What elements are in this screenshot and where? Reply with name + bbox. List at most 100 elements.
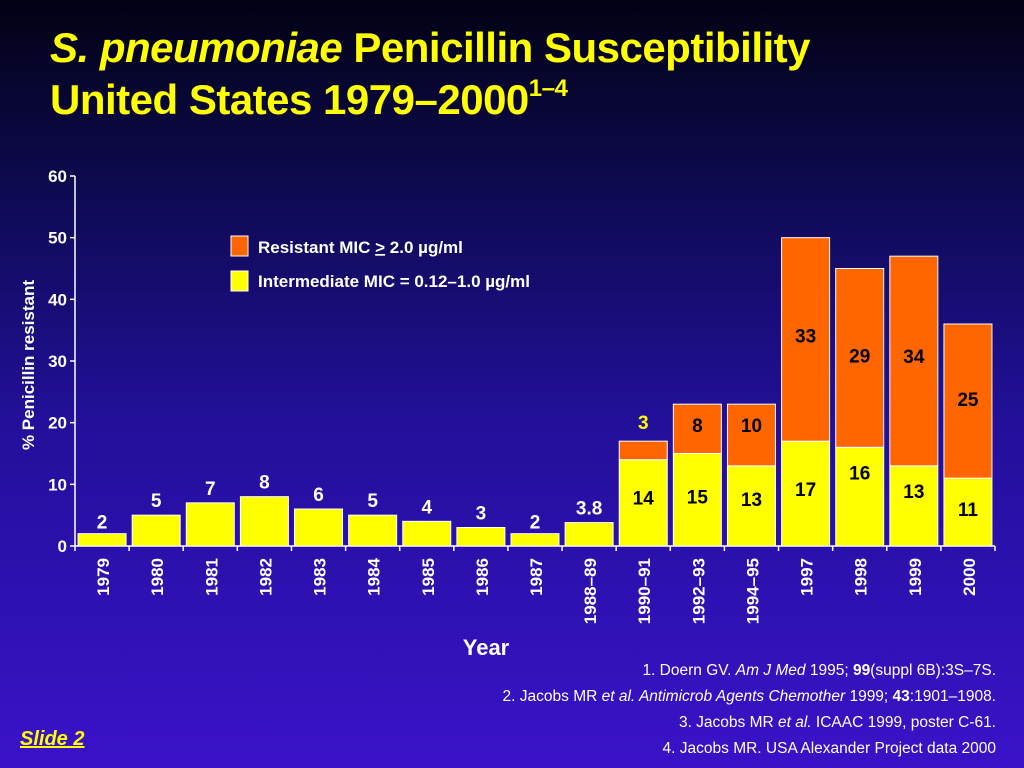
x-tick-label: 1988–89 — [581, 558, 600, 624]
ref-2-mid: 1999; — [845, 688, 893, 705]
x-tick-label: 1997 — [798, 558, 817, 596]
reference-4: 4. Jacobs MR. USA Alexander Project data… — [503, 736, 996, 762]
reference-1: 1. Doern GV. Am J Med 1995; 99(suppl 6B)… — [503, 658, 996, 684]
ref-1-volume: 99 — [852, 662, 871, 679]
legend-swatch-resistant — [230, 235, 249, 257]
ref-2-journal: et al. Antimicrob Agents Chemother — [601, 688, 846, 705]
data-label-resistant: 8 — [692, 416, 703, 437]
y-tick-label: 0 — [58, 537, 67, 556]
data-label-intermediate: 4 — [421, 497, 432, 518]
bar-intermediate — [618, 459, 668, 547]
bar-resistant — [943, 323, 993, 479]
x-tick-label: 1981 — [202, 558, 221, 596]
data-label-intermediate: 5 — [367, 491, 378, 512]
y-tick-label: 60 — [48, 167, 67, 186]
legend-swatch-intermediate — [230, 270, 249, 292]
x-tick-label: 1998 — [852, 558, 871, 596]
x-tick-label: 1979 — [94, 558, 113, 596]
x-tick-label: 1982 — [256, 558, 275, 596]
bar-intermediate — [726, 465, 776, 547]
x-tick-label: 1983 — [311, 558, 330, 596]
bar-intermediate — [781, 440, 831, 547]
data-label-resistant: 33 — [795, 327, 816, 348]
bar-intermediate — [348, 514, 398, 547]
bar-resistant — [835, 268, 885, 448]
legend: Resistant MIC > 2.0 µg/ml Intermediate M… — [230, 235, 530, 292]
bar-intermediate — [889, 465, 939, 547]
reference-2: 2. Jacobs MR et al. Antimicrob Agents Ch… — [503, 684, 996, 710]
reference-3: 3. Jacobs MR et al. ICAAC 1999, poster C… — [503, 710, 996, 736]
title-organism: S. pneumoniae — [50, 24, 343, 71]
ref-2-volume: 43 — [892, 688, 910, 705]
y-tick-label: 30 — [48, 352, 67, 371]
data-label-intermediate: 6 — [313, 485, 324, 506]
title-line-2-text: United States 1979–2000 — [50, 76, 529, 123]
bar-intermediate — [456, 527, 506, 547]
bar-resistant — [726, 403, 776, 467]
bar-intermediate — [835, 446, 885, 547]
y-tick-label: 10 — [48, 475, 67, 494]
ref-4-text: 4. Jacobs MR. USA Alexander Project data… — [662, 740, 996, 757]
bar-resistant — [781, 237, 831, 442]
slide-title: S. pneumoniae Penicillin Susceptibility … — [50, 22, 1010, 126]
title-line-1: S. pneumoniae Penicillin Susceptibility — [50, 22, 1010, 74]
legend-label-resistant: Resistant MIC > 2.0 µg/ml — [258, 238, 463, 257]
legend-resistant-post: 2.0 µg/ml — [385, 238, 463, 257]
y-tick-label: 20 — [48, 414, 67, 433]
data-label-intermediate: 2 — [530, 513, 541, 534]
data-label-intermediate: 8 — [259, 473, 270, 494]
data-label-intermediate: 14 — [633, 489, 655, 510]
x-tick-label: 1985 — [419, 558, 438, 596]
x-tick-label: 1999 — [906, 558, 925, 596]
data-label-intermediate: 3.8 — [576, 499, 602, 520]
x-tick-labels: 1979 1980 1981 1982 1983 1984 1985 1986 1987 1988… — [94, 557, 979, 624]
y-tick-label: 50 — [48, 229, 67, 248]
y-axis-label-group: % Penicillin resistant — [19, 280, 38, 450]
title-line-1-rest: Penicillin Susceptibility — [342, 24, 811, 71]
data-label-intermediate: 11 — [958, 500, 979, 521]
x-tick-label: 1990–91 — [635, 558, 654, 624]
ref-2-pre: 2. Jacobs MR — [502, 688, 602, 705]
bar-intermediate — [239, 496, 289, 547]
data-label-intermediate: 13 — [741, 490, 762, 511]
data-label-intermediate: 17 — [795, 480, 816, 501]
legend-resistant-pre: Resistant MIC — [258, 238, 375, 257]
ref-3-mid: ICAAC 1999, poster C-61. — [811, 714, 996, 731]
data-label-intermediate: 5 — [151, 491, 162, 512]
ref-1-journal: Am J Med — [735, 662, 806, 679]
title-line-2: United States 1979–20001–4 — [50, 74, 1010, 126]
legend-label-intermediate: Intermediate MIC = 0.12–1.0 µg/ml — [258, 272, 530, 291]
bar-resistant — [889, 255, 939, 467]
data-label-intermediate: 16 — [849, 463, 870, 484]
bar-intermediate — [402, 520, 452, 547]
bar-intermediate — [77, 533, 127, 547]
data-label-resistant: 29 — [849, 347, 870, 368]
data-label-intermediate: 3 — [476, 504, 487, 525]
x-tick-label: 1992–93 — [689, 558, 708, 624]
slide-number-label: Slide 2 — [20, 728, 85, 750]
x-tick-label: 2000 — [960, 558, 979, 596]
bar-intermediate — [564, 522, 614, 547]
ref-1-post: (suppl 6B):3S–7S. — [870, 662, 996, 679]
ref-3-pre: 3. Jacobs MR — [678, 714, 779, 731]
ref-1-mid: 1995; — [805, 662, 853, 679]
bar-intermediate — [294, 508, 344, 547]
data-label-intermediate: 13 — [903, 482, 924, 503]
y-tick-label: 40 — [48, 290, 67, 309]
bar-resistant — [618, 440, 668, 461]
data-label-intermediate: 2 — [97, 513, 108, 534]
references: 1. Doern GV. Am J Med 1995; 99(suppl 6B)… — [503, 658, 996, 762]
x-tick-label: 1980 — [148, 558, 167, 596]
x-tick-label: 1986 — [473, 558, 492, 596]
data-label-resistant: 3 — [638, 413, 649, 434]
data-label-resistant: 34 — [903, 347, 925, 368]
data-label-resistant: 10 — [741, 416, 762, 437]
title-superscript: 1–4 — [528, 75, 568, 102]
x-tick-label: 1994–95 — [743, 558, 762, 624]
bar-intermediate — [131, 514, 181, 547]
data-label-intermediate: 15 — [687, 488, 709, 509]
y-axis-label: % Penicillin resistant — [19, 280, 38, 450]
x-tick-label: 1984 — [365, 557, 384, 595]
